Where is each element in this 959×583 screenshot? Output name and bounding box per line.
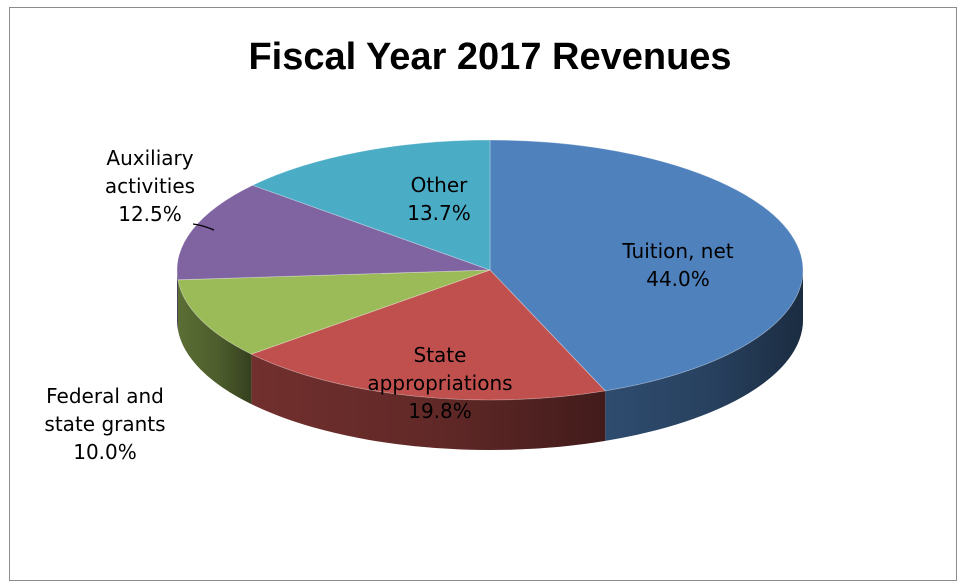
- slice-label-line: 13.7%: [407, 201, 471, 225]
- pie-slices: [176, 139, 804, 401]
- slice-label-line: state grants: [44, 412, 165, 436]
- pie-side-shade-tuition-net: [605, 270, 803, 441]
- slice-label-line: 44.0%: [646, 267, 710, 291]
- pie-slice-auxiliary-activities: [176, 184, 491, 281]
- slice-label-line: 12.5%: [118, 202, 182, 226]
- slice-label-federal-and-state-grants: Federal and state grants 10.0%: [44, 384, 165, 464]
- slice-label-line: 10.0%: [73, 440, 137, 464]
- slice-label-line: State: [414, 343, 467, 367]
- slice-label-other: Other 13.7%: [407, 173, 471, 225]
- pie-side-shade-federal-and-state-grants: [177, 279, 252, 405]
- chart-title: Fiscal Year 2017 Revenues: [248, 36, 731, 78]
- slice-label-tuition-net: Tuition, net 44.0%: [621, 239, 733, 291]
- leader-line-auxiliary-activities: [192, 223, 215, 231]
- slice-label-line: Tuition, net: [621, 239, 733, 263]
- slice-label-line: Auxiliary: [106, 146, 193, 170]
- slice-label-line: Other: [411, 173, 469, 197]
- pie-sides: [177, 270, 803, 450]
- slice-label-line: activities: [105, 174, 195, 198]
- pie-slice-tuition-net: [489, 139, 804, 392]
- pie-slice-state-appropriations: [250, 269, 607, 401]
- slice-label-auxiliary-activities: Auxiliary activities 12.5%: [105, 146, 195, 226]
- slice-label-line: appropriations: [367, 371, 512, 395]
- pie-slice-federal-and-state-grants: [177, 269, 491, 355]
- slice-labels: Tuition, net 44.0% State appropriations 19.8…: [44, 146, 733, 464]
- pie-side-shade-auxiliary-activities: [177, 270, 178, 330]
- pie-side-shade-state-appropriations: [251, 354, 606, 450]
- slice-label-line: 19.8%: [408, 399, 472, 423]
- pie-slice-other: [251, 139, 491, 271]
- slice-label-state-appropriations: State appropriations 19.8%: [367, 343, 512, 423]
- slice-label-line: Federal and: [46, 384, 164, 408]
